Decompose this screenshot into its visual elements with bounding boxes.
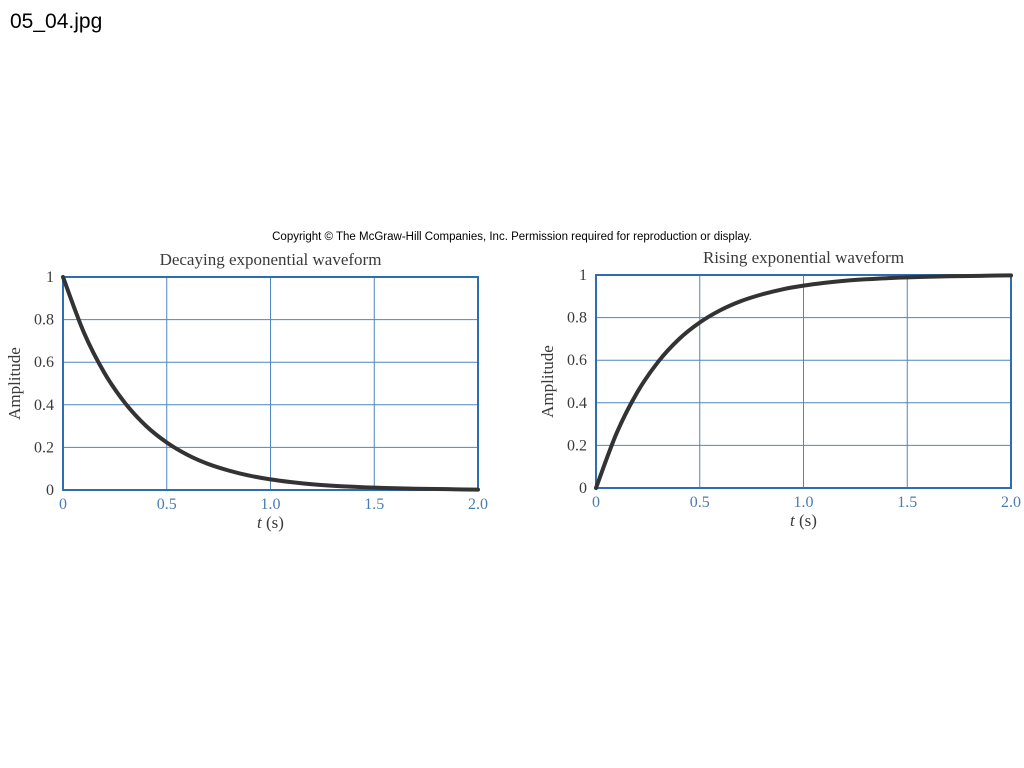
x-tick-label: 1.5 — [897, 494, 917, 511]
y-tick-label: 0.2 — [34, 439, 54, 456]
x-tick-label: 1.5 — [364, 496, 384, 513]
chart-title: Rising exponential waveform — [703, 248, 904, 267]
x-tick-label: 0 — [592, 494, 600, 511]
y-tick-label: 0.8 — [567, 310, 587, 327]
x-axis-label: t (s) — [257, 513, 284, 532]
y-tick-label: 0.4 — [567, 395, 587, 412]
y-tick-label: 0 — [579, 480, 587, 497]
x-tick-label: 0 — [59, 496, 67, 513]
chart-2: 0 0.5 1.0 1.5 2.0 0 0.2 0.4 0.6 0.8 1 Rising expone… — [538, 248, 1021, 530]
copyright-notice: Copyright © The McGraw-Hill Companies, I… — [272, 231, 752, 243]
file-label: 05_04.jpg — [10, 10, 103, 33]
x-tick-label: 2.0 — [1001, 494, 1021, 511]
plot-frame — [62, 276, 479, 491]
plot-frame — [595, 274, 1012, 489]
x-tick-label: 2.0 — [468, 496, 488, 513]
y-tick-label: 1 — [579, 267, 587, 284]
y-tick-label: 0.6 — [34, 354, 54, 371]
y-tick-label: 0.4 — [34, 397, 54, 414]
y-tick-label: 0.8 — [34, 312, 54, 329]
chart-1: 0 0.5 1.0 1.5 2.0 0 0.2 0.4 0.6 0.8 1 Decaying expo… — [5, 250, 488, 532]
x-tick-label: 0.5 — [690, 494, 710, 511]
y-tick-label: 0.2 — [567, 437, 587, 454]
y-tick-label: 0.6 — [567, 352, 587, 369]
chart-title: Decaying exponential waveform — [160, 250, 382, 269]
x-tick-label: 1.0 — [261, 496, 281, 513]
y-tick-label: 1 — [46, 269, 54, 286]
x-tick-label: 1.0 — [794, 494, 814, 511]
x-axis-label: t (s) — [790, 511, 817, 530]
y-axis-label: Amplitude — [538, 345, 557, 418]
y-tick-label: 0 — [46, 482, 54, 499]
y-axis-label: Amplitude — [5, 347, 24, 420]
x-tick-label: 0.5 — [157, 496, 177, 513]
